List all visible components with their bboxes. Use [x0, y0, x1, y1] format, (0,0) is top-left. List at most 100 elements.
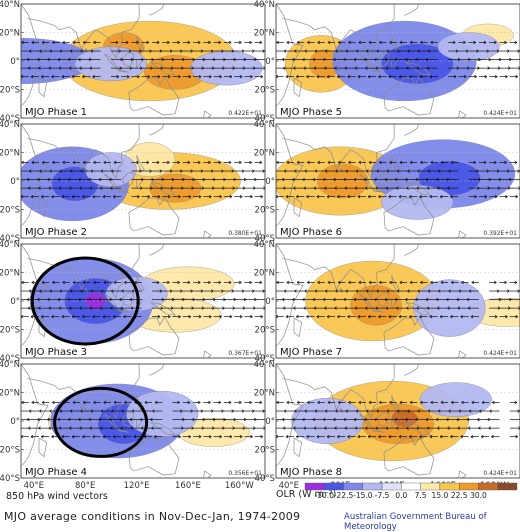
coastline — [276, 364, 304, 467]
coastline — [377, 172, 390, 188]
coastline — [84, 407, 89, 414]
latitude-tick-label: 40°S — [0, 114, 20, 124]
olr-negative-region — [381, 185, 454, 220]
coastline — [122, 172, 135, 188]
latitude-tick-label: 0° — [10, 417, 20, 427]
longitude-tick-label: 120°E — [124, 481, 150, 491]
phase-panel-5: MJO Phase 5 0.424E+01 40°N 20°N 0° 20°S 40°S — [254, 0, 520, 124]
wind-vector-field — [21, 40, 265, 79]
olr-units-caption: OLR (W m⁻²) — [276, 489, 337, 500]
latitude-tick-label: 40°N — [254, 120, 275, 130]
coastline — [293, 77, 303, 98]
latitude-tick-label: 20°N — [254, 149, 275, 159]
coastline — [84, 167, 89, 174]
latitude-tick-label: 40°N — [0, 240, 20, 250]
latitude-tick-label: 20°S — [255, 326, 275, 336]
coastline — [104, 293, 119, 310]
coastline — [21, 364, 49, 467]
phase-panel-3: MJO Phase 3 0.367E+01 40°N 20°N 0° 20°S 40°S — [0, 240, 266, 364]
latitude-tick-label: 40°S — [0, 234, 20, 244]
coastline — [128, 435, 180, 476]
phase-label: MJO Phase 8 — [280, 467, 342, 478]
coastline — [377, 292, 390, 308]
coastline — [359, 173, 374, 190]
colorbar-swatch — [420, 482, 441, 491]
coastline — [404, 4, 419, 16]
coastline — [118, 309, 129, 313]
colorbar-swatch — [497, 482, 518, 491]
coastline — [373, 309, 384, 313]
coastline — [404, 124, 419, 136]
colorbar-swatch — [458, 482, 479, 491]
latitude-tick-label: 20°N — [0, 149, 20, 159]
coastline — [84, 287, 89, 294]
coastline — [383, 75, 435, 116]
coastline — [373, 429, 384, 433]
colorbar-swatch — [362, 482, 383, 491]
colorbar-tick-label: -30.0 — [315, 491, 335, 500]
vector-scale-value: 0.392E+01 — [483, 230, 517, 237]
vector-scale-value: 0.367E+01 — [228, 350, 262, 357]
coastline — [404, 364, 419, 376]
coastline — [84, 47, 89, 54]
latitude-tick-label: 40°S — [255, 474, 275, 484]
latitude-tick-label: 40°N — [254, 0, 275, 10]
olr-negative-region — [419, 382, 492, 417]
wind-vector-field — [21, 280, 265, 319]
coastline — [118, 189, 129, 193]
longitude-tick-label: 160°W — [225, 481, 254, 491]
coastline — [122, 412, 135, 428]
longitude-tick-label: 160°E — [175, 481, 201, 491]
phase-label: MJO Phase 6 — [280, 227, 342, 238]
latitude-tick-label: 40°S — [0, 474, 20, 484]
coastline — [383, 315, 435, 356]
latitude-tick-label: 40°S — [0, 354, 20, 364]
coastline — [21, 244, 49, 347]
vector-scale-value: 0.424E+01 — [483, 110, 517, 117]
longitude-tick-label: 40°E — [279, 481, 299, 491]
colorbar-swatch — [401, 482, 421, 491]
coastline — [377, 52, 390, 68]
coastline — [377, 412, 390, 428]
olr-positive-region — [391, 409, 418, 427]
colorbar-tick-label: 7.5 — [415, 491, 427, 500]
latitude-tick-label: 20°N — [0, 29, 20, 39]
latitude-tick-label: 40°N — [0, 120, 20, 130]
olr-negative-region — [74, 46, 148, 82]
coastline — [276, 244, 304, 347]
coastline — [104, 413, 119, 430]
olr-colorbar: -30.0 -22.5 -15.0 -7.5 0.0 7.5 15.0 22.5 30.0 — [304, 482, 518, 500]
coastline — [276, 124, 304, 227]
colorbar-swatch — [439, 482, 460, 491]
coastline — [128, 195, 180, 236]
figure-title: MJO average conditions in Nov-Dec-Jan, 1… — [4, 510, 301, 523]
coastline — [383, 435, 435, 476]
coastline — [373, 189, 384, 193]
latitude-tick-label: 0° — [10, 177, 20, 187]
coastline — [339, 167, 344, 174]
credit-text: Australian Government Bureau of Meteorol… — [344, 512, 487, 532]
wind-vector-field — [276, 400, 520, 439]
coastline — [149, 244, 164, 256]
phase-label: MJO Phase 7 — [280, 347, 342, 358]
coastline — [359, 413, 374, 430]
coastline — [293, 197, 303, 218]
coastline — [276, 4, 304, 107]
coastline — [122, 52, 135, 68]
coastline — [339, 407, 344, 414]
latitude-tick-label: 20°S — [255, 86, 275, 96]
vector-scale-value: 0.424E+01 — [483, 470, 517, 477]
latitude-tick-label: 20°N — [0, 389, 20, 399]
phase-label: MJO Phase 5 — [280, 107, 342, 118]
coastline — [359, 293, 374, 310]
colorbar-tick-label: -7.5 — [375, 491, 390, 500]
colorbar-tick-label: 30.0 — [470, 491, 487, 500]
latitude-tick-label: 40°N — [0, 360, 20, 370]
colorbar-tick-label: 15.0 — [432, 491, 449, 500]
latitude-tick-label: 20°S — [0, 446, 20, 456]
latitude-tick-label: 0° — [10, 57, 20, 67]
latitude-tick-label: 0° — [265, 57, 275, 67]
wind-vector-caption: 850 hPa wind vectors — [6, 491, 108, 502]
olr-negative-region — [437, 32, 500, 62]
